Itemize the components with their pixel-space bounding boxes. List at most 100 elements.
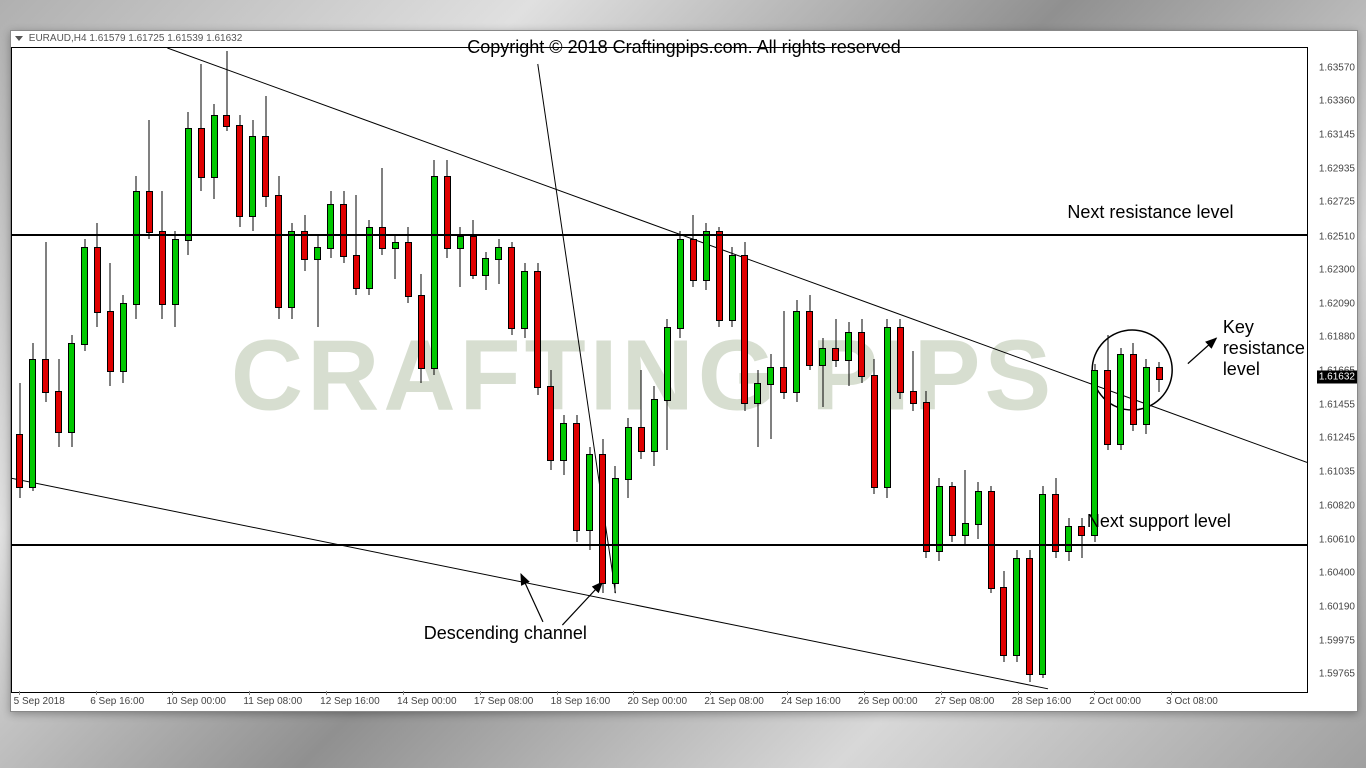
candle	[495, 239, 502, 284]
y-axis: 1.635701.633601.631451.629351.627251.625…	[1307, 47, 1357, 691]
candle	[832, 319, 839, 367]
x-tick-label: 12 Sep 16:00	[320, 696, 380, 707]
candle	[1143, 359, 1150, 434]
x-tick-label: 17 Sep 08:00	[474, 696, 534, 707]
candle	[392, 236, 399, 279]
annotation-label: Key resistance level	[1223, 317, 1307, 380]
candle	[444, 160, 451, 259]
candle	[962, 470, 969, 545]
y-tick-label: 1.61245	[1319, 433, 1355, 444]
current-price-marker: 1.61632	[1317, 370, 1357, 383]
candle	[29, 343, 36, 491]
x-tick-label: 28 Sep 16:00	[1012, 696, 1072, 707]
candle	[1026, 550, 1033, 682]
candle	[431, 160, 438, 375]
candle	[159, 191, 166, 319]
candle	[923, 391, 930, 558]
x-tick-label: 27 Sep 08:00	[935, 696, 995, 707]
candle	[936, 478, 943, 561]
candle	[275, 176, 282, 319]
candle	[975, 482, 982, 539]
candle	[1039, 486, 1046, 677]
candle	[767, 354, 774, 438]
candle	[806, 295, 813, 370]
candle	[418, 274, 425, 382]
plot-area[interactable]: CRAFTING PIPS Next resistance levelKey r…	[11, 47, 1308, 693]
chart-window: EURAUD,H4 1.61579 1.61725 1.61539 1.6163…	[10, 30, 1358, 712]
x-tick-label: 2 Oct 00:00	[1089, 696, 1141, 707]
y-tick-label: 1.62090	[1319, 298, 1355, 309]
candle	[16, 383, 23, 498]
candle	[858, 319, 865, 383]
candle	[366, 220, 373, 295]
candle	[405, 227, 412, 304]
candle	[586, 447, 593, 551]
candle	[68, 335, 75, 447]
candle	[327, 191, 334, 258]
y-tick-label: 1.61455	[1319, 399, 1355, 410]
candle	[871, 359, 878, 494]
candle	[884, 319, 891, 498]
candle	[301, 215, 308, 271]
candle	[741, 242, 748, 411]
candle	[988, 486, 995, 593]
candle	[949, 482, 956, 543]
candle	[780, 311, 787, 399]
candle	[133, 176, 140, 319]
candle	[314, 236, 321, 327]
candle	[1013, 550, 1020, 662]
x-tick-label: 10 Sep 00:00	[166, 696, 226, 707]
chart-overlay	[12, 48, 1307, 692]
x-tick-label: 6 Sep 16:00	[90, 696, 144, 707]
x-tick-label: 14 Sep 00:00	[397, 696, 457, 707]
x-tick-label: 18 Sep 16:00	[551, 696, 611, 707]
y-tick-label: 1.61035	[1319, 466, 1355, 477]
x-tick-label: 5 Sep 2018	[14, 696, 65, 707]
y-tick-label: 1.62935	[1319, 163, 1355, 174]
candle	[664, 319, 671, 450]
candle	[42, 242, 49, 401]
candle	[120, 295, 127, 383]
y-tick-label: 1.62300	[1319, 265, 1355, 276]
candle	[599, 439, 606, 594]
annotation-label: Descending channel	[424, 623, 587, 644]
symbol-dropdown-icon[interactable]	[15, 36, 23, 41]
candle	[1078, 518, 1085, 558]
candle	[690, 215, 697, 287]
candle	[1104, 335, 1111, 450]
candle	[146, 120, 153, 240]
candle	[819, 338, 826, 407]
candle	[547, 370, 554, 470]
candle	[677, 231, 684, 338]
candle	[625, 418, 632, 498]
y-tick-label: 1.62725	[1319, 197, 1355, 208]
candle	[1000, 571, 1007, 662]
candle	[534, 263, 541, 395]
y-tick-label: 1.63360	[1319, 96, 1355, 107]
horizontal-line	[12, 234, 1307, 236]
y-tick-label: 1.60400	[1319, 568, 1355, 579]
candle	[353, 195, 360, 295]
x-tick-label: 21 Sep 08:00	[704, 696, 764, 707]
candle	[55, 359, 62, 447]
annotation-label: Next support level	[1087, 511, 1231, 532]
candle	[107, 263, 114, 386]
candle	[211, 104, 218, 200]
y-tick-label: 1.61880	[1319, 332, 1355, 343]
y-tick-label: 1.63570	[1319, 62, 1355, 73]
candle	[457, 227, 464, 288]
candle	[1130, 343, 1137, 431]
candle	[897, 319, 904, 399]
candle	[560, 415, 567, 476]
candle	[223, 51, 230, 131]
candle	[379, 168, 386, 256]
candle	[729, 247, 736, 327]
x-tick-label: 24 Sep 16:00	[781, 696, 841, 707]
candle	[288, 223, 295, 319]
annotation-label: Next resistance level	[1067, 202, 1233, 223]
y-tick-label: 1.60820	[1319, 501, 1355, 512]
y-tick-label: 1.59765	[1319, 669, 1355, 680]
candle	[198, 64, 205, 192]
candle	[638, 370, 645, 459]
candle	[1065, 518, 1072, 561]
